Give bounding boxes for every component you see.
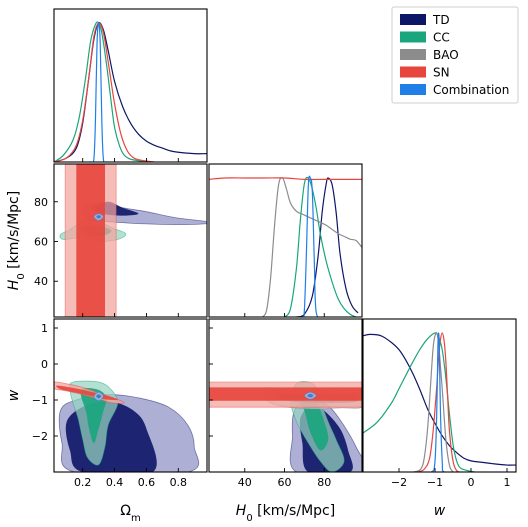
- marginal-curve-bao-h0: [262, 177, 362, 317]
- contour-cc-68-om_w: [80, 388, 107, 444]
- marginal-curve-cc-h0: [284, 176, 357, 317]
- x-tick-label: 60: [278, 476, 292, 489]
- contour-sn-68-h0_w: [209, 387, 362, 401]
- y-tick-label: 1: [41, 322, 48, 335]
- legend-label-sn: SN: [433, 66, 450, 80]
- x-tick-label: 0: [468, 476, 475, 489]
- panel-om-h0: 40 60 80: [34, 163, 208, 318]
- marginal-curve-td-w: [363, 333, 516, 466]
- legend-swatch-bao: [400, 49, 426, 60]
- y-tick-label: 60: [34, 235, 48, 248]
- panel-h0-marginal: [208, 163, 363, 318]
- x-tick-label: 0.4: [106, 476, 124, 489]
- panel-frame: [208, 318, 363, 473]
- y-tick-label: 0: [41, 358, 48, 371]
- legend-swatch-td: [400, 14, 426, 25]
- x-tick-label: 1: [504, 476, 511, 489]
- y-tick-label: −2: [32, 430, 48, 443]
- y-tick-label: 40: [34, 275, 48, 288]
- panel-w-marginal: −2 −1 0 1: [362, 318, 517, 489]
- marginal-curve-cc-w: [363, 332, 475, 472]
- contour-sn-68-om_h0: [76, 164, 105, 317]
- marginal-curve-td-om: [54, 22, 207, 162]
- marginal-curve-sn-w: [416, 332, 461, 472]
- legend-swatch-combination: [400, 84, 426, 95]
- x-tick-label: 0.2: [74, 476, 92, 489]
- contour-combination-68-om_h0: [96, 215, 102, 219]
- y-axis-label-w: w: [6, 389, 22, 401]
- marginal-curve-td-h0: [296, 177, 359, 317]
- x-tick-label: −2: [391, 476, 407, 489]
- legend-label-combination: Combination: [433, 83, 509, 97]
- x-axis-label-w: w: [434, 503, 446, 519]
- y-axis-label-h0: H0 [km/s/Mpc]: [6, 191, 27, 290]
- contour-combination-68-om_w: [96, 394, 102, 399]
- marginal-curve-sn-om: [54, 22, 155, 162]
- marginal-curve-bao-w: [413, 331, 454, 472]
- panel-om-marginal: [53, 8, 208, 163]
- y-tick-label: 80: [34, 196, 48, 209]
- legend-swatch-sn: [400, 66, 426, 78]
- contour-combination-68-h0_w: [307, 393, 314, 398]
- marginal-curve-sn-h0: [209, 177, 362, 181]
- legend-swatch-cc: [400, 31, 426, 43]
- legend: TD CC BAO SN Combination: [391, 6, 519, 104]
- marginal-curve-combination-w: [417, 332, 457, 472]
- marginal-curve-combination-h0: [294, 175, 325, 317]
- x-tick-label: 0.6: [138, 476, 156, 489]
- marginal-curve-cc-om: [54, 21, 147, 162]
- panel-frame: [362, 318, 517, 473]
- x-axis-label-om: Ωm: [120, 503, 140, 524]
- legend-box: [391, 6, 519, 104]
- legend-label-td: TD: [432, 13, 450, 27]
- x-axis-label-h0: H0 [km/s/Mpc]: [236, 503, 335, 524]
- panel-h0-w: 40 60 80: [208, 318, 363, 489]
- panel-frame: [208, 163, 363, 318]
- y-tick-label: −1: [32, 394, 48, 407]
- marginal-curve-combination-om: [82, 22, 115, 162]
- legend-label-cc: CC: [433, 31, 450, 45]
- panel-om-w: 0.2 0.4 0.6 0.8 −2 −1 0 1: [32, 318, 208, 489]
- panel-frame: [53, 318, 208, 473]
- panel-frame: [53, 8, 208, 163]
- x-tick-label: −1: [427, 476, 443, 489]
- legend-label-bao: BAO: [433, 48, 459, 62]
- x-tick-label: 0.8: [170, 476, 188, 489]
- x-tick-label: 80: [317, 476, 331, 489]
- panel-frame: [53, 163, 208, 318]
- x-tick-label: 40: [238, 476, 252, 489]
